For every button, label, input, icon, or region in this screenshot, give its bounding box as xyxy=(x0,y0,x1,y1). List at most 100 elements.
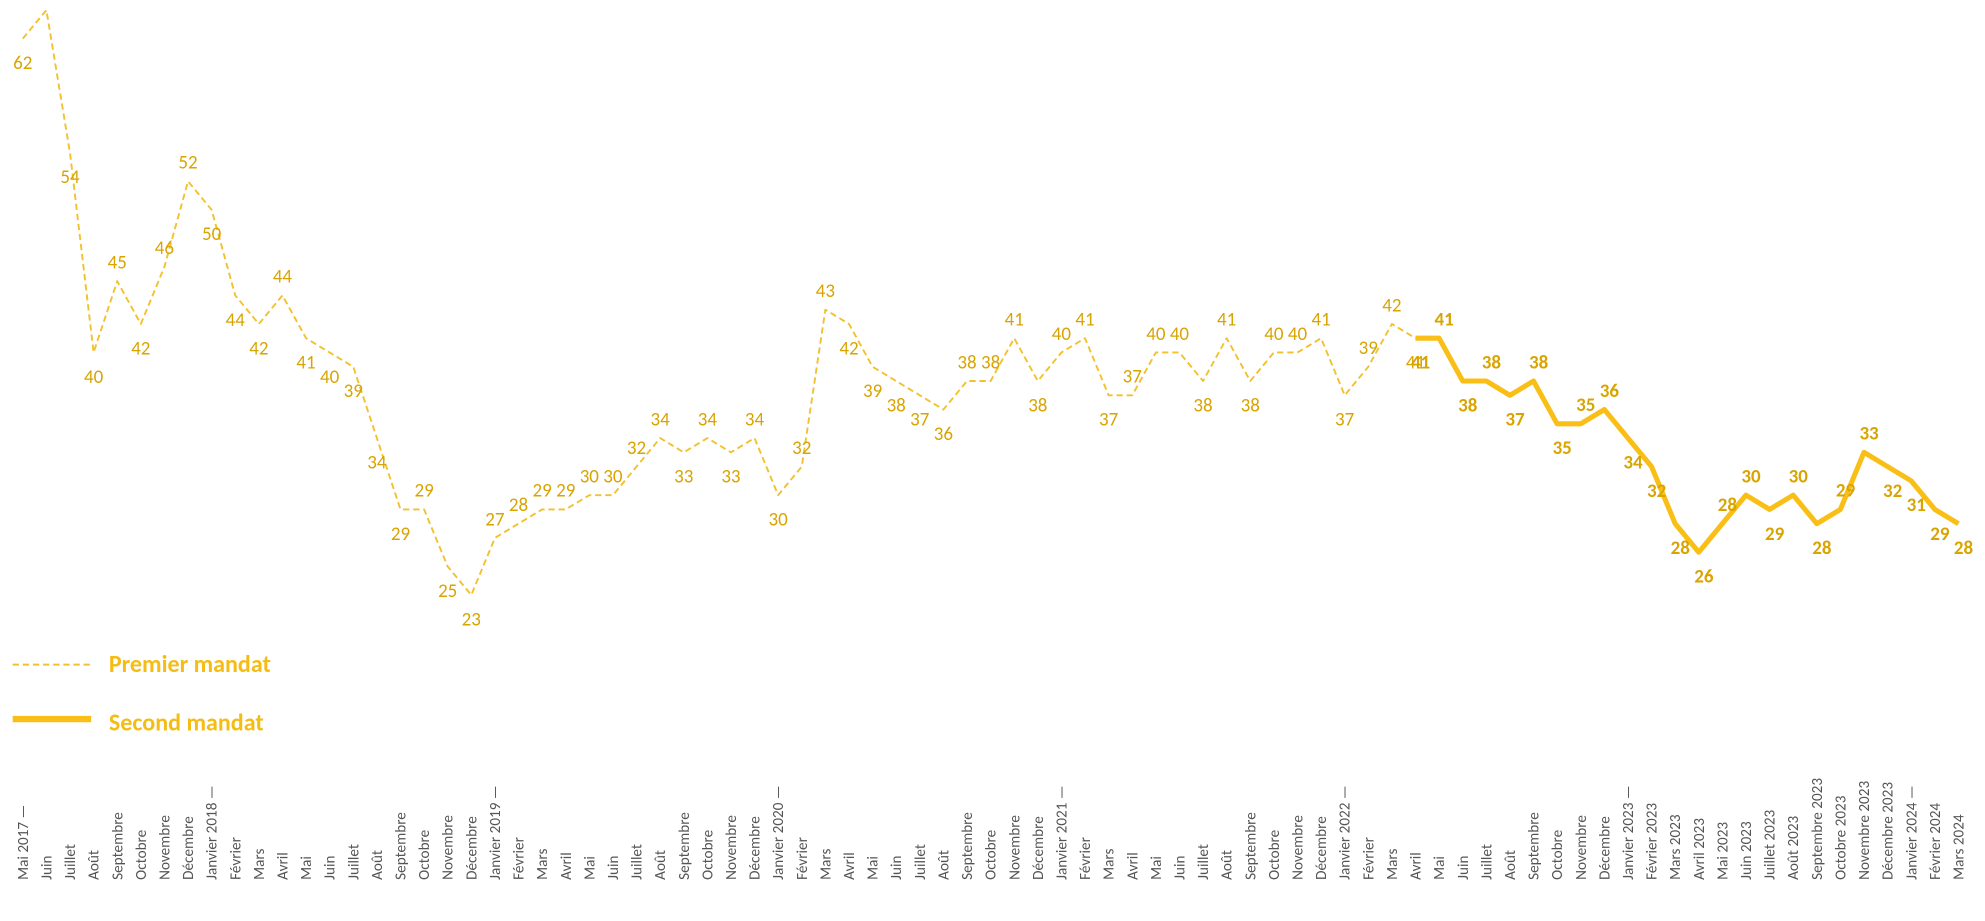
x-tick-label: Mai xyxy=(298,856,316,880)
x-tick-label: Septembre xyxy=(676,812,694,880)
data-label: 62 xyxy=(13,52,32,75)
x-tick-label: Mars xyxy=(1384,849,1402,880)
data-label: 27 xyxy=(485,508,504,531)
x-tick-label: Janvier 2022 — xyxy=(1337,785,1355,879)
x-tick-label: Août xyxy=(86,850,104,880)
data-label: 32 xyxy=(627,437,646,460)
data-label: 42 xyxy=(249,337,268,360)
data-label: 29 xyxy=(556,480,575,503)
data-label: 41 xyxy=(1075,309,1094,332)
x-tick-label: Août xyxy=(369,850,387,880)
data-label: 40 xyxy=(84,366,104,389)
data-label: 64 xyxy=(37,0,57,3)
series-line xyxy=(22,9,1416,596)
x-tick-label: Avril xyxy=(558,852,576,880)
x-tick-label: Septembre xyxy=(959,812,977,880)
data-label: 29 xyxy=(391,523,410,546)
x-tick-label: Juillet xyxy=(629,844,647,880)
x-tick-label: Juin xyxy=(1172,856,1190,880)
x-tick-label: Octobre xyxy=(133,829,151,879)
data-label: 44 xyxy=(273,266,293,289)
x-tick-label: Novembre xyxy=(1290,815,1308,880)
data-label: 23 xyxy=(462,608,481,631)
data-label: 41 xyxy=(1217,309,1236,332)
data-label: 33 xyxy=(721,466,740,489)
data-label: 34 xyxy=(1623,451,1643,474)
x-tick-label: Novembre xyxy=(1573,815,1591,880)
data-label: 29 xyxy=(414,480,433,503)
x-tick-label: Janvier 2021 — xyxy=(1053,785,1071,879)
x-tick-label: Décembre xyxy=(747,816,765,880)
data-label: 37 xyxy=(1099,409,1118,432)
x-tick-label: Février 2024 xyxy=(1927,803,1945,880)
x-tick-label: Septembre xyxy=(109,812,127,880)
x-tick-label: Février xyxy=(1077,837,1095,880)
x-tick-label: Février xyxy=(794,837,812,880)
x-tick-label: Novembre xyxy=(440,815,458,880)
data-label: 42 xyxy=(839,337,858,360)
x-tick-label: Janvier 2020 — xyxy=(770,785,788,879)
x-tick-label: Novembre xyxy=(156,815,174,880)
data-label: 34 xyxy=(367,451,387,474)
x-tick-label: Octobre xyxy=(1549,829,1567,879)
x-tick-label: Mars 2024 xyxy=(1950,814,1968,880)
data-label: 34 xyxy=(745,408,765,431)
x-tick-label: Septembre xyxy=(1526,812,1544,880)
data-label: 28 xyxy=(1671,537,1691,560)
data-label: 32 xyxy=(1883,480,1902,503)
x-tick-label: Juin xyxy=(1455,856,1473,880)
x-tick-label: Décembre xyxy=(180,816,198,880)
x-tick-label: Octobre 2023 xyxy=(1832,795,1850,880)
data-label: 29 xyxy=(1836,480,1856,503)
x-tick-label: Juillet xyxy=(345,844,363,880)
data-label: 40 xyxy=(1052,323,1072,346)
x-tick-label: Juillet xyxy=(912,844,930,880)
x-tick-label: Décembre xyxy=(1313,816,1331,880)
x-tick-label: Décembre 2023 xyxy=(1880,782,1898,880)
data-label: 41 xyxy=(1311,309,1330,332)
x-tick-label: Mai xyxy=(1148,856,1166,880)
data-label: 38 xyxy=(887,394,906,417)
data-label: 41 xyxy=(1005,309,1024,332)
x-tick-label: Septembre xyxy=(1242,812,1260,880)
data-label: 28 xyxy=(1954,537,1974,560)
x-tick-label: Août xyxy=(935,850,953,880)
data-label: 42 xyxy=(131,337,150,360)
x-tick-label: Juillet xyxy=(1478,844,1496,880)
data-label: 40 xyxy=(1288,323,1308,346)
x-tick-label: Mars 2023 xyxy=(1667,814,1685,880)
data-label: 30 xyxy=(1789,465,1809,488)
x-tick-label: Octobre xyxy=(699,829,717,879)
x-tick-label: Mai 2017 — xyxy=(15,805,33,880)
data-label: 32 xyxy=(792,437,811,460)
data-label: 37 xyxy=(910,409,929,432)
x-tick-label: Mars xyxy=(817,849,835,880)
x-tick-label: Septembre 2023 xyxy=(1809,778,1827,880)
x-tick-label: Janvier 2024 — xyxy=(1903,785,1921,879)
data-label: 28 xyxy=(1718,494,1738,517)
data-label: 40 xyxy=(1264,323,1284,346)
x-tick-label: Juin xyxy=(322,856,340,880)
x-tick-label: Mai 2023 xyxy=(1714,822,1732,880)
x-tick-label: Août xyxy=(1502,850,1520,880)
data-label: 29 xyxy=(532,480,551,503)
x-tick-label: Juillet xyxy=(1195,844,1213,880)
data-label: 38 xyxy=(1458,394,1478,417)
data-label: 43 xyxy=(816,280,835,303)
data-label: 37 xyxy=(1335,409,1354,432)
data-label: 41 xyxy=(1406,352,1425,375)
x-tick-label: Septembre xyxy=(393,812,411,880)
x-tick-label: Novembre xyxy=(1006,815,1024,880)
data-label: 35 xyxy=(1576,394,1595,417)
data-label: 29 xyxy=(1765,523,1785,546)
data-label: 30 xyxy=(769,509,789,532)
data-label: 35 xyxy=(1553,437,1572,460)
x-tick-label: Février 2023 xyxy=(1644,803,1662,880)
x-tick-label: Mai xyxy=(1431,856,1449,880)
x-tick-label: Mai xyxy=(581,856,599,880)
data-label: 50 xyxy=(202,223,222,246)
x-tick-label: Octobre xyxy=(1266,829,1284,879)
data-label: 37 xyxy=(1505,409,1525,432)
data-label: 40 xyxy=(1146,323,1166,346)
x-tick-label: Juin 2023 xyxy=(1738,821,1756,880)
